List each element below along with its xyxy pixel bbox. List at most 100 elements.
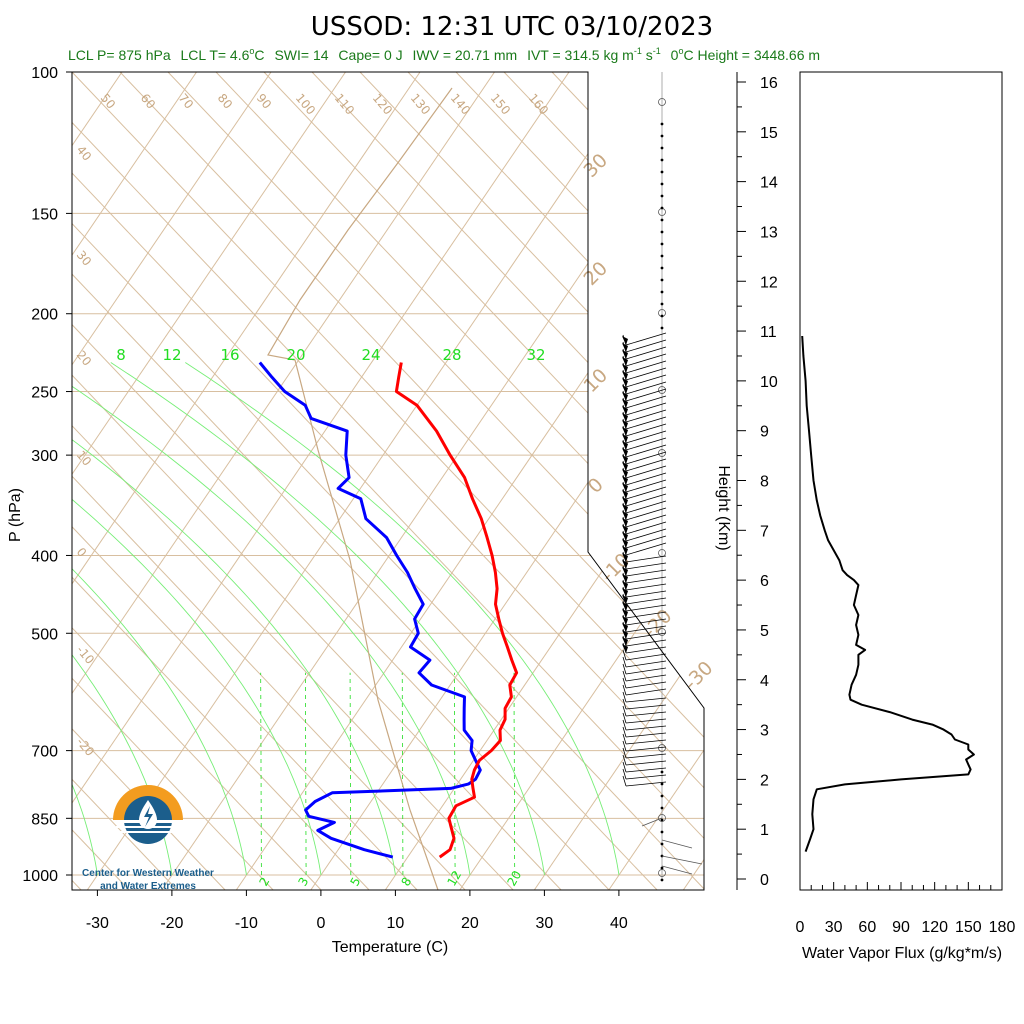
moist-adiabat-label: 16	[220, 346, 239, 364]
barb-dot	[660, 230, 664, 234]
wind-barb	[625, 381, 667, 395]
wind-barb	[625, 437, 667, 451]
barb-feather	[622, 691, 627, 703]
isotherm-label-left: -20	[74, 735, 97, 759]
dry-adiabat-line	[72, 72, 704, 890]
height-tick-label: 15	[760, 125, 778, 142]
barb-pennant	[622, 427, 628, 436]
barb-pennant	[622, 420, 628, 429]
isotherm-line	[72, 72, 346, 890]
isotherm-line	[72, 72, 197, 890]
barb-dot	[660, 254, 664, 258]
barb-feather	[622, 670, 627, 682]
barb-pennant	[622, 441, 628, 450]
wind-barb	[625, 451, 667, 465]
pressure-tick-label: 700	[31, 744, 58, 761]
barb-dot	[660, 830, 664, 834]
wind-barb	[625, 653, 667, 661]
barb-dot	[660, 806, 664, 810]
wind-barb	[625, 746, 667, 752]
wind-barb	[625, 774, 667, 780]
barb-pennant	[622, 476, 628, 485]
barb-dot	[660, 194, 664, 198]
wind-barb	[625, 718, 667, 724]
barb-dot	[660, 134, 664, 138]
barb-pennant	[622, 364, 628, 373]
temperature-profile	[394, 362, 519, 859]
barb-pennant	[622, 581, 628, 590]
moist-adiabat-line	[72, 362, 247, 876]
dry-adiabat-label: 150	[488, 91, 513, 118]
background-lines	[0, 72, 1024, 890]
wind-barb	[625, 681, 667, 689]
dry-adiabat-line	[888, 72, 1024, 890]
dry-adiabat-line	[72, 72, 562, 890]
moist-adiabat-line	[72, 362, 322, 876]
mixing-ratio-label: 5	[347, 875, 363, 889]
pressure-tick-label: 300	[31, 448, 58, 465]
wind-barb	[625, 569, 667, 577]
dry-adiabat-line	[792, 72, 1024, 890]
wind-barb	[625, 507, 667, 521]
logo-sun-arc	[113, 785, 183, 820]
height-tick-label: 10	[760, 374, 778, 391]
barb-dot	[660, 242, 664, 246]
moist-adiabat-label: 12	[162, 346, 181, 364]
wind-barb	[625, 444, 667, 458]
barb-dot	[660, 206, 664, 210]
wind-barb	[625, 711, 667, 717]
barb-dot	[660, 866, 664, 870]
isotherm-line	[459, 72, 704, 890]
isotherm-line	[682, 72, 704, 890]
barb-dot	[660, 278, 664, 282]
temperature-tick-label: 10	[387, 915, 405, 932]
pressure-tick-label: 100	[31, 65, 58, 82]
barb-feather	[622, 656, 627, 668]
logo-line-1: Center for Western Weather	[82, 868, 214, 879]
height-tick-label: 3	[760, 723, 769, 740]
isotherm-label-left: 10	[74, 448, 95, 469]
flux-panel-frame	[799, 71, 1003, 891]
wind-barb	[625, 590, 667, 598]
dry-adiabat-line	[455, 72, 704, 890]
wind-barb	[625, 739, 667, 745]
barb-feather	[622, 761, 627, 773]
barb-feather	[622, 677, 627, 689]
moist-adiabat-label: 32	[526, 346, 545, 364]
barb-dot	[660, 818, 664, 822]
barb-feather	[622, 740, 627, 752]
calm-circle	[658, 628, 666, 636]
isotherm-line	[72, 72, 421, 890]
barb-pennant	[622, 483, 628, 492]
barb-pennant	[622, 490, 628, 499]
barb-pennant	[622, 462, 628, 471]
moist-adiabat-label: 8	[116, 346, 126, 364]
pressure-tick-label: 500	[31, 626, 58, 643]
barb-feather	[622, 754, 627, 766]
barb-feather	[622, 768, 627, 780]
barb-dot	[660, 794, 664, 798]
wind-barb	[625, 604, 667, 612]
barb-pennant	[622, 448, 628, 457]
wind-barbs	[622, 72, 703, 882]
barb-pennant	[622, 434, 628, 443]
barb-dot	[660, 302, 664, 306]
barb-dot	[660, 878, 664, 882]
wind-barb	[625, 618, 667, 626]
isotherm-line	[0, 72, 48, 890]
dry-adiabat-line	[936, 72, 1024, 890]
dry-adiabat-line	[72, 72, 82, 890]
logo-line-2: and Water Extremes	[100, 881, 196, 892]
height-tick-label: 0	[760, 872, 769, 889]
isotherm-label-left: 30	[74, 248, 95, 269]
mixing-ratio-line	[304, 672, 307, 875]
moist-adiabat-line	[72, 362, 98, 876]
mixing-ratio-label: 12	[444, 868, 464, 888]
moist-adiabat-line	[185, 362, 620, 876]
height-tick-label: 4	[760, 673, 769, 690]
barb-pennant	[622, 413, 628, 422]
dry-adiabat-line	[72, 72, 370, 890]
dry-adiabat-label: 90	[254, 91, 275, 112]
lcl-temperature: LCL T= 4.6	[181, 47, 250, 63]
dry-adiabat-label: 110	[332, 91, 357, 118]
